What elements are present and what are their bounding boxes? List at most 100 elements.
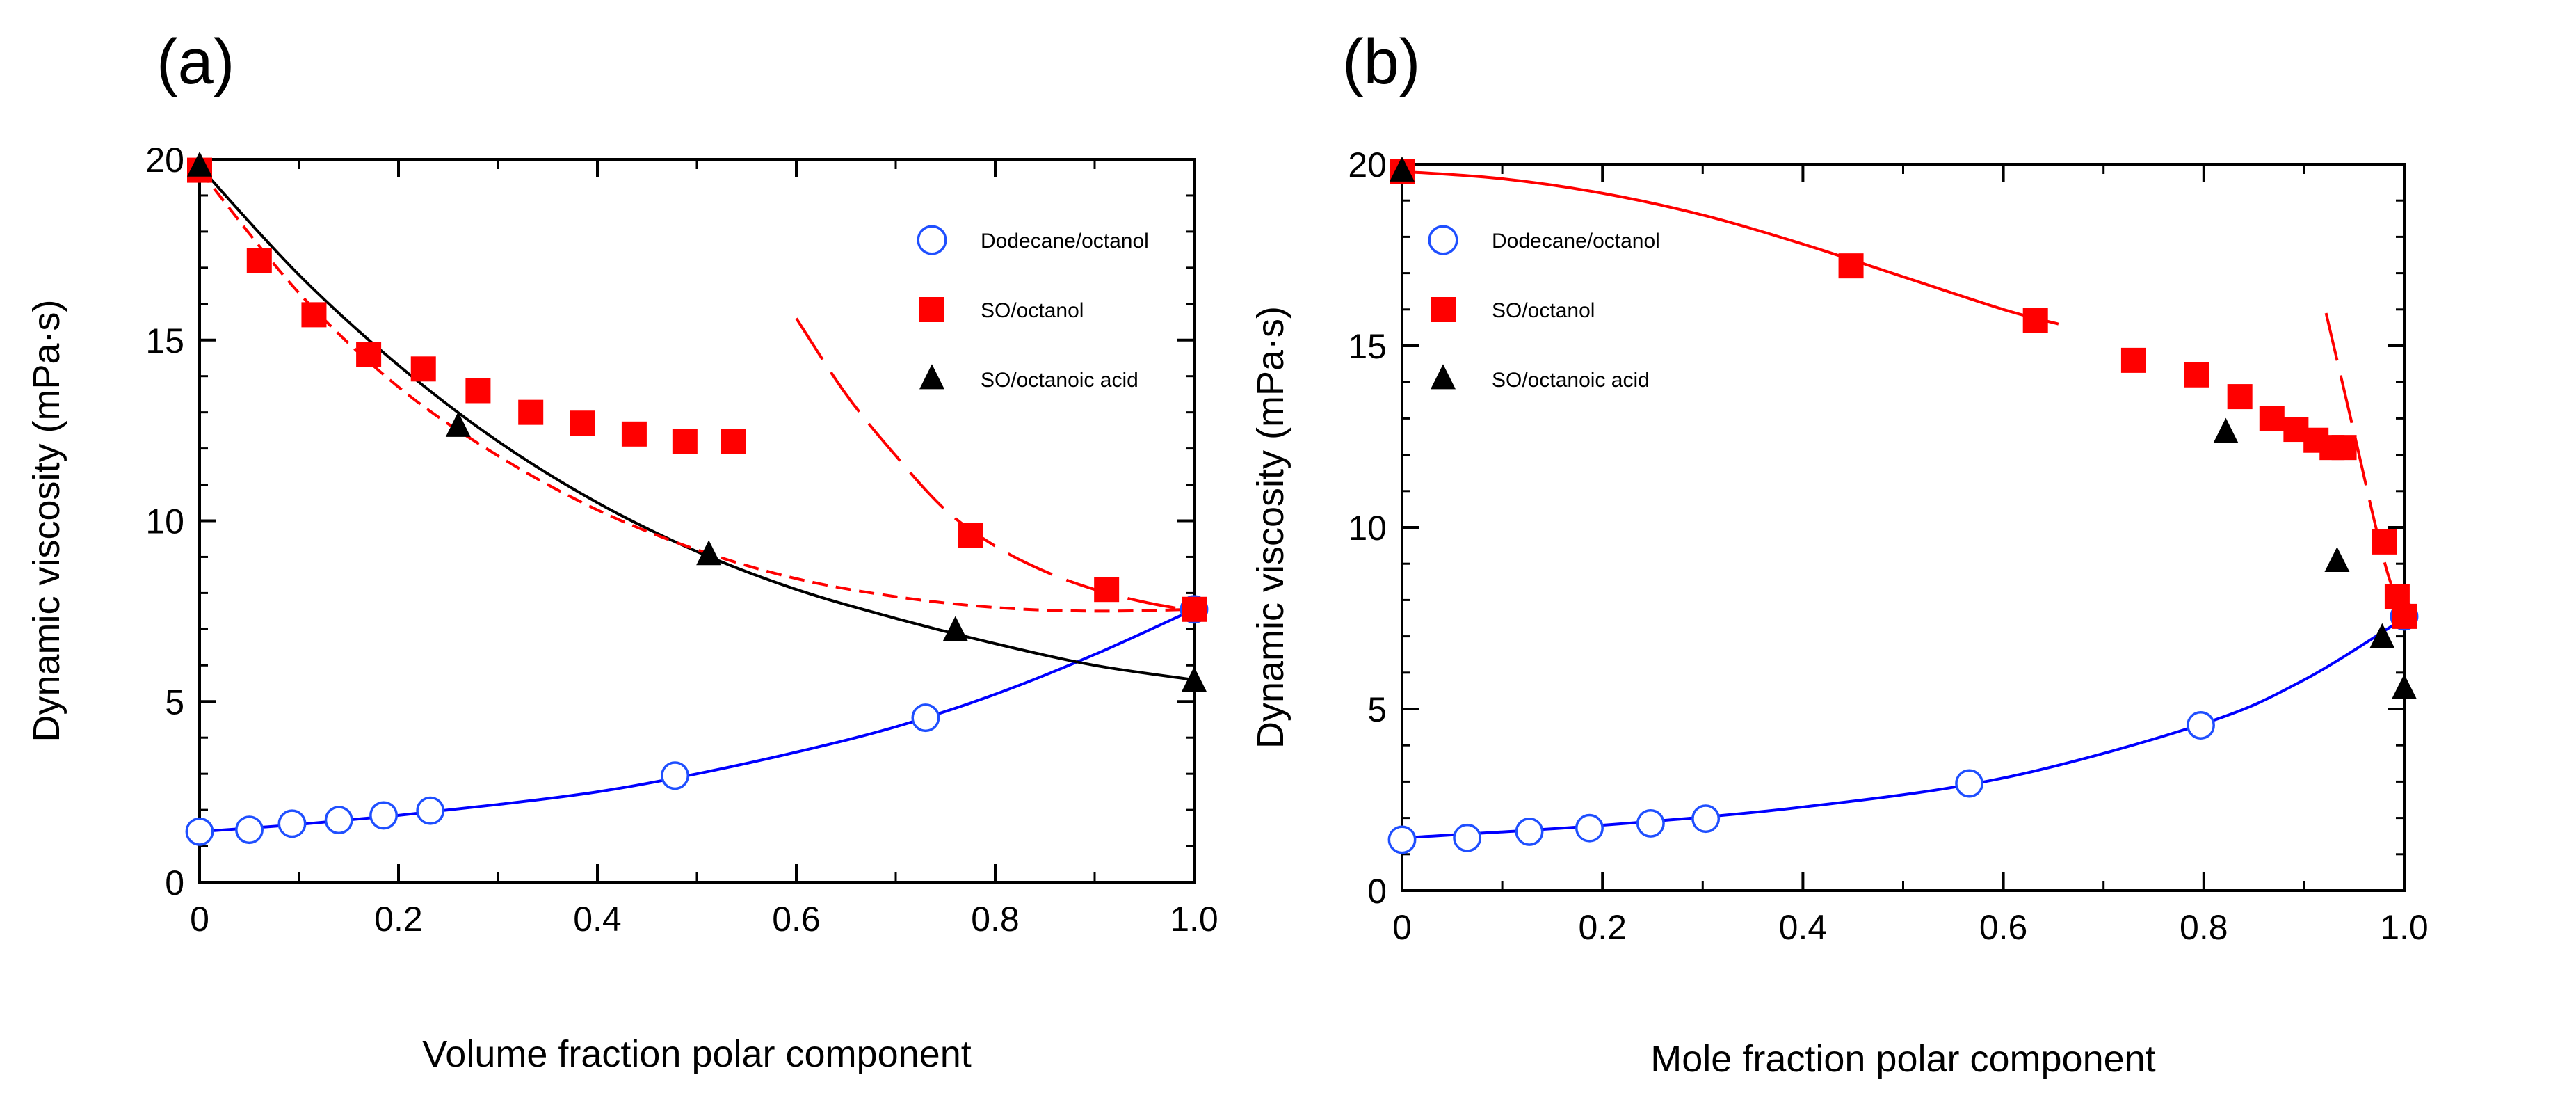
y-tick-label: 0 xyxy=(1367,872,1387,911)
y-tick-label: 10 xyxy=(1348,509,1387,548)
data-point-triangle xyxy=(2324,546,2350,572)
data-point-square xyxy=(2259,406,2285,431)
data-point-square xyxy=(958,523,983,548)
x-tick-label: 0.6 xyxy=(1979,908,2028,947)
legend: Dodecane/octanol SO/octanol SO/octanoic ac… xyxy=(917,225,1149,392)
legend-marker xyxy=(919,364,944,390)
plot-frame xyxy=(1401,163,2406,892)
y-tick-label: 20 xyxy=(145,141,184,180)
data-point-square xyxy=(2022,308,2048,333)
legend-label: Dodecane/octanol xyxy=(1492,230,1660,253)
data-point-square xyxy=(1838,253,1864,279)
series-so-octanoic-acid xyxy=(187,151,1207,692)
legend-label: SO/octanoic acid xyxy=(1492,369,1650,392)
y-tick-label: 5 xyxy=(1367,690,1387,729)
legend-marker xyxy=(1431,297,1456,322)
x-tick-label: 0.4 xyxy=(1779,908,1828,947)
data-point-circle xyxy=(416,796,445,825)
data-point-square xyxy=(301,302,327,328)
data-point-circle xyxy=(369,801,398,830)
data-point-circle xyxy=(911,703,940,733)
data-point-square xyxy=(2331,435,2357,461)
data-point-circle xyxy=(277,809,307,838)
data-point-square xyxy=(2227,384,2253,410)
legend-marker xyxy=(917,225,947,255)
data-point-triangle xyxy=(2369,623,2395,648)
data-point-triangle xyxy=(445,411,471,437)
data-point-square xyxy=(1182,596,1207,622)
data-point-circle xyxy=(235,815,264,845)
data-point-circle xyxy=(661,761,689,790)
x-tick-label: 1.0 xyxy=(2380,908,2429,947)
x-tick-label: 0.6 xyxy=(772,900,821,939)
data-point-triangle xyxy=(1390,156,1415,182)
data-point-square xyxy=(2392,603,2417,629)
data-point-square xyxy=(672,429,698,454)
fit-curve-solid xyxy=(199,607,1195,834)
data-point-circle xyxy=(1387,825,1417,854)
y-axis-label: Dynamic viscosity (mPa·s) xyxy=(26,299,67,742)
chart-panel-1: (b) 0 0.2 0.4 0.6 0.8 1.0 0 5 10 15 20 Mole fraction… xyxy=(1250,26,2429,1080)
series-so-octanol xyxy=(1390,159,2417,629)
fit-curve-solid xyxy=(1401,170,2059,326)
series-so-octanoic-acid xyxy=(1390,156,2417,699)
data-point-triangle xyxy=(187,151,212,177)
data-point-circle xyxy=(1575,813,1604,843)
fit-curve-long-dash xyxy=(795,317,1195,613)
data-point-square xyxy=(2120,347,2146,373)
x-tick-label: 1.0 xyxy=(1170,900,1218,939)
data-point-square xyxy=(2372,529,2397,555)
legend-marker xyxy=(1428,225,1458,255)
y-axis-label: Dynamic viscosity (mPa·s) xyxy=(1250,306,1291,749)
x-tick-label: 0.8 xyxy=(2180,908,2228,947)
series-dodecane-octanol xyxy=(1387,602,2419,854)
x-axis-label: Volume fraction polar component xyxy=(422,1033,971,1075)
data-point-triangle xyxy=(1182,667,1207,692)
y-tick-label: 15 xyxy=(145,321,184,360)
x-tick-label: 0.2 xyxy=(374,900,423,939)
fit-curve-solid xyxy=(1401,616,2406,840)
legend: Dodecane/octanol SO/octanol SO/octanoic ac… xyxy=(1428,225,1660,392)
series-dodecane-octanol xyxy=(185,595,1209,846)
legend-marker xyxy=(919,297,944,322)
data-point-triangle xyxy=(2392,673,2417,699)
x-tick-label: 0 xyxy=(190,900,209,939)
fit-curve-short-dash xyxy=(198,169,1195,613)
y-tick-label: 20 xyxy=(1348,145,1387,184)
data-point-triangle xyxy=(696,540,722,566)
y-tick-label: 15 xyxy=(1348,327,1387,366)
legend-label: SO/octanoic acid xyxy=(981,369,1138,392)
data-point-circle xyxy=(2187,711,2215,740)
data-point-square xyxy=(570,410,595,436)
data-point-circle xyxy=(1636,808,1665,838)
data-point-square xyxy=(1094,577,1120,603)
data-point-square xyxy=(721,429,746,454)
x-tick-label: 0.8 xyxy=(971,900,1020,939)
x-tick-label: 0.4 xyxy=(573,900,622,939)
data-point-square xyxy=(2184,362,2209,388)
data-point-square xyxy=(518,399,544,425)
y-tick-label: 10 xyxy=(145,502,184,541)
data-point-triangle xyxy=(2213,417,2239,443)
legend-label: SO/octanol xyxy=(981,299,1084,322)
panel-label: (b) xyxy=(1342,26,1420,97)
data-point-triangle xyxy=(942,616,968,641)
y-tick-label: 0 xyxy=(165,863,184,902)
chart-panel-0: (a) 0 0.2 0.4 0.6 0.8 1.0 0 5 10 15 20 Volume fracti… xyxy=(26,26,1218,1075)
data-point-square xyxy=(465,378,491,404)
series-so-octanol xyxy=(187,157,1207,622)
data-point-circle xyxy=(1453,823,1482,852)
data-point-square xyxy=(356,342,382,367)
data-point-square xyxy=(246,248,272,273)
data-point-square xyxy=(621,421,647,447)
x-axis-label: Mole fraction polar component xyxy=(1650,1038,2155,1080)
data-point-circle xyxy=(1515,817,1544,846)
data-point-circle xyxy=(1691,804,1721,834)
fit-curve-long-dash xyxy=(2324,312,2406,617)
data-point-circle xyxy=(324,806,353,835)
legend-marker xyxy=(1431,364,1456,390)
panel-label: (a) xyxy=(156,26,234,97)
data-point-square xyxy=(410,356,436,382)
data-point-circle xyxy=(1955,769,1984,798)
legend-label: Dodecane/octanol xyxy=(981,230,1149,253)
